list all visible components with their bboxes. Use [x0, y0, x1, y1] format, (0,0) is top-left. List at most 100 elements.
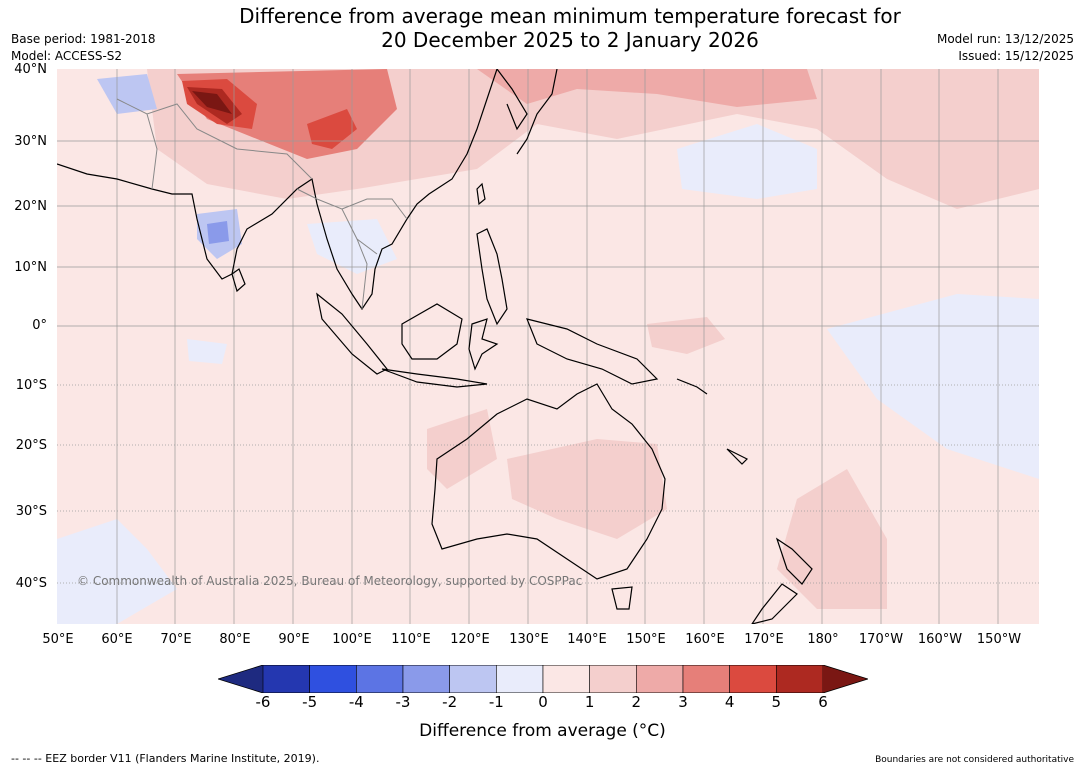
- anomaly-shading: [57, 69, 1039, 624]
- lon-label-90e: 90°E: [278, 632, 310, 647]
- lon-label-130e: 130°E: [509, 632, 549, 647]
- coast-asia-mainland: [57, 69, 498, 311]
- colorbar-segment: [776, 665, 824, 693]
- colorbar-label: Difference from average (°C): [419, 721, 666, 741]
- eez-note: -- -- -- EEZ border V11 (Flanders Marine…: [11, 752, 320, 765]
- cool-anomaly-pacific: [677, 124, 817, 199]
- lon-label-110e: 110°E: [391, 632, 431, 647]
- title-line-1: Difference from average mean minimum tem…: [239, 4, 901, 28]
- colorbar-segment: [449, 665, 497, 693]
- lon-label-150w: 150°W: [976, 632, 1022, 647]
- lat-label-10n: 10°N: [14, 260, 47, 275]
- boundary-note: Boundaries are not considered authoritat…: [875, 755, 1074, 765]
- colorbar-segment: [542, 665, 590, 693]
- lat-label-40n: 40°N: [14, 62, 47, 77]
- colorbar-segment: [262, 665, 310, 693]
- colorbar-tick-label: 3: [678, 693, 688, 711]
- lon-label-70e: 70°E: [160, 632, 192, 647]
- warm-anomaly-equator: [647, 317, 725, 354]
- colorbar-tick-label: 6: [818, 693, 828, 711]
- colorbar-segment: [589, 665, 637, 693]
- lon-label-160w: 160°W: [917, 632, 963, 647]
- cool-anomaly-bay: [187, 339, 227, 364]
- lat-label-30n: 30°N: [14, 134, 47, 149]
- cool-anomaly-india-core: [207, 221, 229, 244]
- coast-solomons: [676, 378, 708, 395]
- base-period: Base period: 1981-2018: [11, 32, 156, 46]
- lat-label-10s: 10°S: [15, 378, 47, 393]
- colorbar-segment: [636, 665, 684, 693]
- model-name: Model: ACCESS-S2: [11, 49, 123, 63]
- colorbar-segment: [729, 665, 777, 693]
- coastlines: [57, 69, 813, 624]
- map-title: Difference from average mean minimum tem…: [0, 4, 1085, 52]
- warm-anomaly-red-2: [307, 109, 357, 149]
- warm-anomaly-west-aus: [427, 409, 497, 489]
- lon-label-140e: 140°E: [567, 632, 607, 647]
- colorbar-tick-label: -4: [348, 693, 364, 711]
- coast-korea: [496, 69, 528, 131]
- colorbar-tick-label: -5: [302, 693, 318, 711]
- cool-anomaly-northwest: [97, 74, 157, 114]
- colorbar-extend-high: [823, 665, 868, 693]
- coast-new-guinea: [526, 318, 659, 385]
- lon-label-50e: 50°E: [42, 632, 74, 647]
- lon-label-60e: 60°E: [101, 632, 133, 647]
- model-run: Model run: 13/12/2025: [936, 32, 1074, 46]
- colorbar-tick-label: 4: [724, 693, 735, 711]
- colorbar-segment: [356, 665, 404, 693]
- anomaly-map: [57, 69, 1039, 624]
- lat-label-0: 0°: [32, 318, 47, 333]
- lat-label-40s: 40°S: [15, 576, 47, 591]
- colorbar-tick-label: 5: [771, 693, 782, 711]
- colorbar-segment: [496, 665, 544, 693]
- lat-label-20s: 20°S: [15, 438, 47, 453]
- lat-label-30s: 30°S: [15, 504, 47, 519]
- coast-borneo: [401, 303, 463, 360]
- lon-label-180: 180°: [807, 632, 839, 647]
- warm-anomaly-core-3: [192, 91, 232, 114]
- colorbar-segment: [309, 665, 357, 693]
- lon-label-160e: 160°E: [685, 632, 725, 647]
- coast-philippines: [476, 228, 508, 326]
- colorbar-tick-label: 0: [538, 693, 548, 711]
- cool-anomaly-east-pacific: [827, 294, 1039, 479]
- coast-taiwan: [476, 182, 486, 206]
- colorbar-tick-label: -6: [255, 693, 271, 711]
- coast-sri-lanka: [231, 268, 246, 293]
- lon-label-120e: 120°E: [450, 632, 490, 647]
- coast-japan: [516, 69, 558, 155]
- meta-right: Model run: 13/12/2025 Issued: 15/12/2025: [937, 31, 1074, 65]
- coast-sumatra: [316, 292, 388, 375]
- coast-nz-south: [751, 583, 798, 624]
- colorbar-segment: [682, 665, 730, 693]
- colorbar-segment: [402, 665, 450, 693]
- colorbar-extend-low: [218, 665, 263, 693]
- lon-label-80e: 80°E: [219, 632, 251, 647]
- meta-left: Base period: 1981-2018 Model: ACCESS-S2: [11, 31, 156, 65]
- colorbar: [218, 665, 868, 693]
- coast-australia: [431, 383, 666, 580]
- colorbar-tick-label: -3: [395, 693, 411, 711]
- copyright-notice: © Commonwealth of Australia 2025, Bureau…: [77, 574, 583, 588]
- coast-tasmania: [611, 586, 633, 610]
- colorbar-tick-label: 1: [584, 693, 595, 711]
- coast-nz-north: [775, 537, 813, 585]
- title-line-2: 20 December 2025 to 2 January 2026: [381, 28, 759, 52]
- colorbar-tick-label: -2: [442, 693, 458, 711]
- coast-new-caledonia: [726, 448, 749, 465]
- warm-anomaly-nz: [777, 469, 887, 609]
- country-borders: [116, 98, 408, 310]
- lon-label-150e: 150°E: [626, 632, 666, 647]
- coast-java: [381, 368, 488, 388]
- lon-label-170w: 170°W: [858, 632, 904, 647]
- lon-label-170e: 170°E: [744, 632, 784, 647]
- colorbar-tick-label: 2: [631, 693, 642, 711]
- map-canvas: [57, 69, 1039, 624]
- issued-date: Issued: 15/12/2025: [958, 49, 1074, 63]
- coast-sulawesi: [468, 318, 499, 371]
- colorbar-tick-label: -1: [488, 693, 504, 711]
- warm-anomaly-north-pacific: [477, 69, 817, 107]
- lon-label-100e: 100°E: [332, 632, 372, 647]
- lat-label-20n: 20°N: [14, 199, 47, 214]
